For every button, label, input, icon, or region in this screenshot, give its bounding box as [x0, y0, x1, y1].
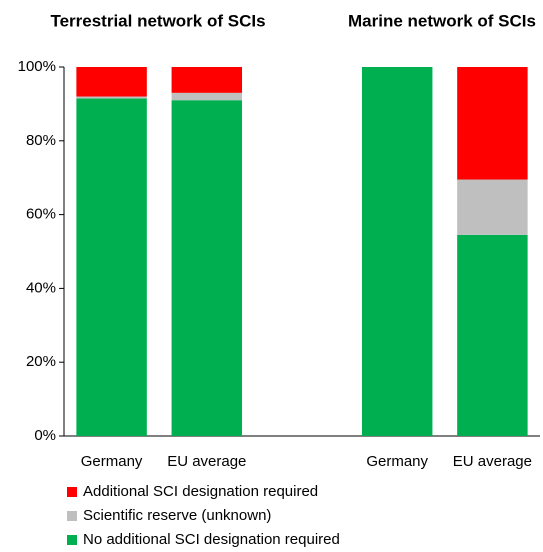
- legend-label: Additional SCI designation required: [83, 483, 318, 500]
- legend-swatch: [67, 511, 77, 521]
- y-tick-label: 20%: [26, 353, 56, 370]
- legend-swatch: [67, 487, 77, 497]
- legend-label: No additional SCI designation required: [83, 531, 340, 547]
- panel-title: Terrestrial network of SCIs: [50, 11, 265, 30]
- bar-segment: [171, 67, 243, 93]
- x-tick-label: Germany: [81, 453, 143, 470]
- x-tick-label: EU average: [453, 453, 532, 470]
- x-tick-label: Germany: [366, 453, 428, 470]
- bar-segment: [171, 100, 243, 437]
- bar-segment: [171, 92, 243, 101]
- bar-segment: [76, 96, 147, 99]
- legend-swatch: [67, 535, 77, 545]
- y-tick-label: 100%: [18, 58, 56, 75]
- y-tick-label: 40%: [26, 279, 56, 296]
- bar-segment: [76, 98, 147, 437]
- x-tick-label: EU average: [167, 453, 246, 470]
- bar-segment: [76, 67, 147, 97]
- y-tick-label: 60%: [26, 206, 56, 223]
- bar-segment: [361, 67, 433, 436]
- bar-segment: [457, 234, 528, 436]
- y-tick-label: 0%: [34, 427, 56, 444]
- panel-title: Marine network of SCIs: [348, 11, 536, 30]
- legend-label: Scientific reserve (unknown): [83, 507, 271, 524]
- bar-segment: [457, 67, 528, 180]
- y-tick-label: 80%: [26, 132, 56, 149]
- bar-segment: [457, 179, 528, 235]
